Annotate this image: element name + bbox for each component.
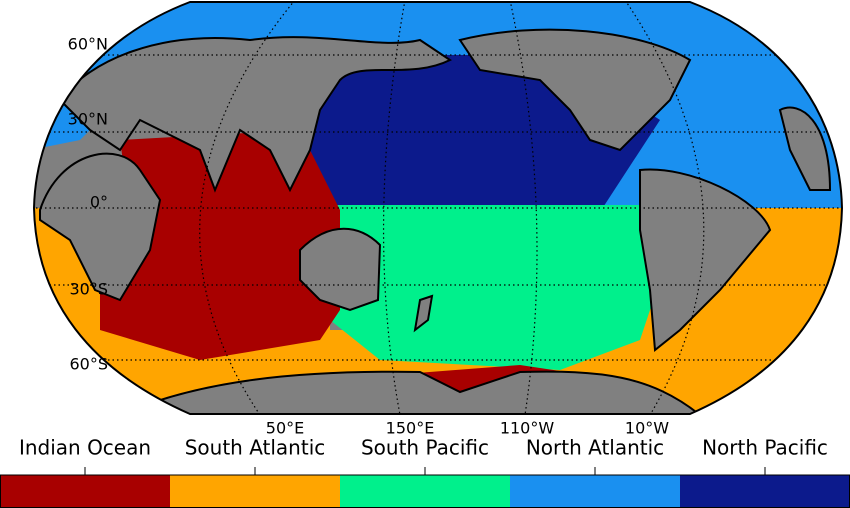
eurasia [58, 36, 452, 193]
meridian [624, 2, 705, 414]
lat-label: 30°N [68, 110, 108, 129]
legend-swatch [170, 475, 340, 508]
lon-label: 110°W [500, 419, 555, 438]
legend-swatch [340, 475, 510, 508]
lat-label: 0° [90, 193, 108, 212]
australia [299, 227, 382, 312]
north-america [458, 28, 692, 152]
lat-label: 60°N [68, 35, 108, 54]
new-zealand [413, 294, 434, 333]
africa [39, 152, 162, 302]
legend-swatch [510, 475, 680, 508]
lon-label: 10°W [625, 419, 669, 438]
legend-label: North Pacific [702, 436, 828, 460]
lon-label: 150°E [386, 419, 435, 438]
legend-swatch [680, 475, 850, 508]
antarctica [119, 370, 703, 414]
legend-label: South Pacific [361, 436, 489, 460]
legend-label: South Atlantic [185, 436, 326, 460]
south-america [639, 168, 772, 352]
lon-label: 50°E [266, 419, 304, 438]
map [34, 2, 842, 414]
lat-label: 60°S [69, 355, 108, 374]
indian-ocean-region [100, 130, 340, 360]
south-pacific-region [330, 205, 660, 370]
meridian [199, 2, 296, 414]
lat-label: 30°S [69, 280, 108, 299]
map-border [32, 1, 844, 415]
legend-label: Indian Ocean [19, 436, 151, 460]
graticule [34, 2, 842, 414]
legend-swatch [0, 475, 170, 508]
legend-label: North Atlantic [526, 436, 664, 460]
